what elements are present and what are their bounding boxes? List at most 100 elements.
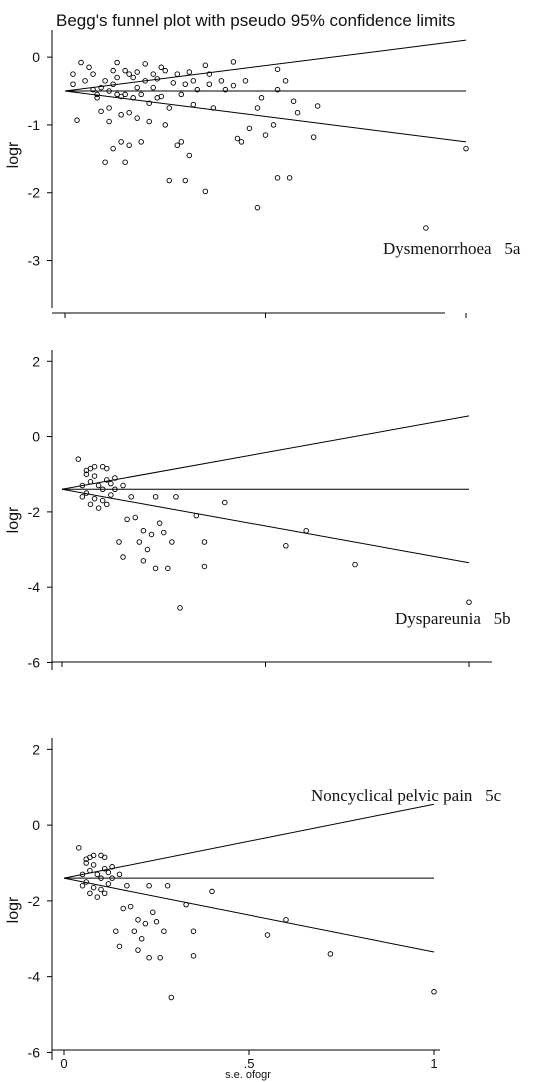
data-point bbox=[274, 175, 281, 181]
data-point bbox=[87, 479, 94, 485]
data-point bbox=[87, 890, 93, 897]
data-point bbox=[122, 159, 128, 165]
data-point bbox=[258, 95, 265, 101]
data-point bbox=[290, 98, 297, 104]
y-axis-label: logr bbox=[5, 896, 22, 923]
data-point bbox=[112, 486, 118, 493]
data-point bbox=[70, 71, 76, 77]
data-point bbox=[209, 888, 215, 895]
data-point bbox=[190, 101, 197, 108]
y-tick-label: -4 bbox=[28, 969, 41, 985]
data-point bbox=[105, 881, 112, 887]
data-point bbox=[90, 862, 97, 868]
data-point bbox=[463, 145, 469, 152]
data-point bbox=[126, 109, 132, 116]
panel-label: Noncyclical pelvic pain 5c bbox=[311, 786, 502, 805]
data-point bbox=[230, 59, 237, 65]
data-point bbox=[135, 947, 141, 953]
data-point bbox=[352, 561, 358, 568]
data-point bbox=[150, 84, 156, 91]
data-point bbox=[146, 882, 152, 889]
y-tick-label: -2 bbox=[28, 504, 41, 520]
data-point bbox=[118, 139, 124, 145]
data-point bbox=[283, 543, 289, 549]
data-point bbox=[118, 112, 124, 118]
y-tick-label: -2 bbox=[28, 893, 41, 909]
data-point bbox=[174, 142, 181, 149]
data-point bbox=[158, 64, 164, 71]
data-point bbox=[102, 159, 108, 165]
data-point bbox=[190, 78, 197, 84]
data-point bbox=[173, 494, 179, 500]
data-point bbox=[99, 497, 106, 504]
y-tick-label: 2 bbox=[32, 353, 40, 369]
chart-title: Begg's funnel plot with pseudo 95% confi… bbox=[56, 11, 455, 30]
data-point bbox=[109, 875, 115, 881]
data-point bbox=[150, 71, 156, 77]
data-point bbox=[128, 494, 134, 500]
data-point bbox=[294, 109, 301, 116]
data-point bbox=[206, 81, 213, 87]
data-point bbox=[164, 882, 171, 889]
data-point bbox=[264, 932, 271, 938]
data-point bbox=[70, 81, 76, 87]
data-point bbox=[160, 529, 167, 536]
data-point bbox=[99, 486, 106, 493]
x-axis-label: s.e. ofogr bbox=[225, 1069, 271, 1081]
data-point bbox=[190, 928, 197, 934]
data-point bbox=[234, 135, 241, 142]
data-point bbox=[168, 994, 175, 1001]
data-point bbox=[262, 132, 269, 138]
y-axis-label: logr bbox=[5, 506, 22, 533]
data-point bbox=[94, 95, 100, 101]
data-point bbox=[94, 894, 101, 900]
data-point bbox=[83, 471, 90, 477]
data-point bbox=[120, 554, 126, 560]
data-point bbox=[190, 953, 197, 959]
data-point bbox=[79, 882, 86, 889]
data-point bbox=[194, 86, 201, 93]
data-point bbox=[174, 71, 181, 77]
data-point bbox=[83, 860, 89, 866]
data-point bbox=[148, 531, 155, 538]
data-point bbox=[186, 152, 193, 159]
data-point bbox=[178, 91, 185, 98]
data-point bbox=[142, 920, 149, 927]
data-point bbox=[98, 875, 104, 881]
y-tick-label: -4 bbox=[28, 579, 41, 595]
panel-2: 2 0 -2 -4 -6 logr Dyspareunia 5b bbox=[5, 350, 511, 670]
data-point bbox=[126, 142, 132, 149]
data-point bbox=[222, 86, 229, 93]
panel-label: Dyspareunia 5b bbox=[395, 609, 511, 628]
lower-confidence-limit bbox=[61, 488, 470, 564]
y-tick-label: 0 bbox=[32, 817, 40, 833]
x-tick-label: 1 bbox=[430, 1056, 437, 1071]
y-tick-label: -1 bbox=[28, 117, 41, 133]
data-point bbox=[431, 989, 437, 995]
data-point bbox=[106, 105, 112, 111]
data-point bbox=[122, 91, 128, 98]
data-point bbox=[178, 139, 185, 145]
data-point bbox=[314, 103, 321, 109]
data-point bbox=[166, 177, 173, 184]
data-point bbox=[140, 527, 147, 534]
data-point bbox=[230, 82, 237, 89]
data-point bbox=[134, 115, 140, 121]
data-point bbox=[122, 67, 128, 74]
data-point bbox=[91, 463, 98, 470]
data-point bbox=[169, 539, 175, 545]
data-point bbox=[124, 516, 130, 523]
data-point bbox=[182, 177, 189, 184]
y-tick-label: -3 bbox=[28, 253, 41, 269]
data-point bbox=[114, 59, 120, 66]
y-tick-label: 2 bbox=[32, 741, 40, 757]
x-tick-label: .5 bbox=[244, 1056, 255, 1071]
data-point bbox=[114, 74, 120, 81]
data-point bbox=[91, 473, 98, 479]
data-point bbox=[126, 71, 132, 77]
lower-confidence-limit bbox=[64, 90, 467, 143]
data-point bbox=[154, 76, 160, 82]
data-point bbox=[90, 852, 97, 859]
data-point bbox=[101, 890, 108, 897]
